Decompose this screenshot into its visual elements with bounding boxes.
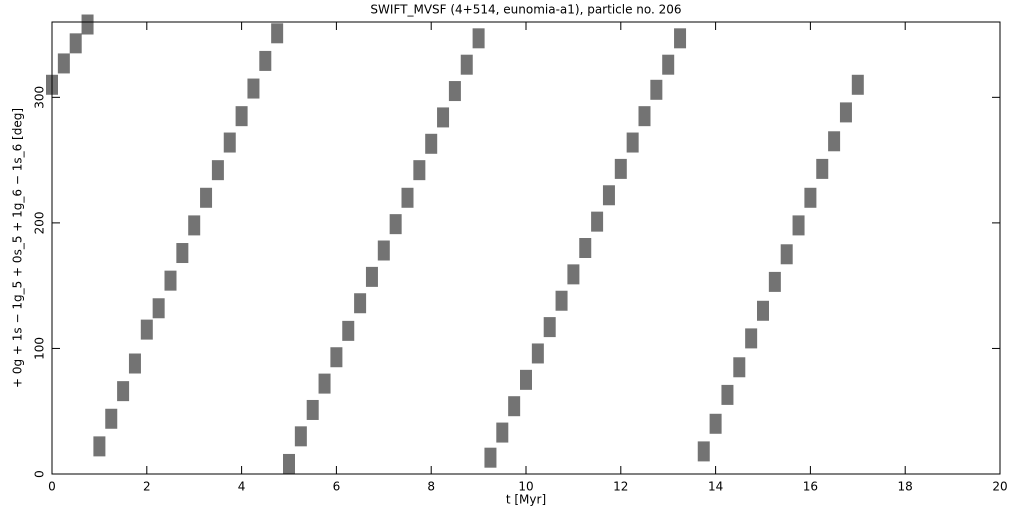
y-tick-label: 300 xyxy=(33,86,47,109)
scatter-band xyxy=(768,271,781,292)
scatter-band xyxy=(460,54,473,75)
x-tick-label: 18 xyxy=(898,480,913,494)
x-tick-label: 8 xyxy=(427,480,435,494)
x-tick-label: 0 xyxy=(48,480,56,494)
x-tick-label: 14 xyxy=(708,480,723,494)
scatter-band xyxy=(247,78,260,99)
scatter-band xyxy=(330,347,343,368)
scatter-band xyxy=(46,74,58,95)
scatter-band xyxy=(709,413,722,434)
scatter-band xyxy=(496,422,509,443)
scatter-band xyxy=(638,106,651,127)
scatter-band xyxy=(401,187,414,208)
scatter-band xyxy=(792,215,805,236)
x-axis-label: t [Myr] xyxy=(506,493,546,507)
chart-title: SWIFT_MVSF (4+514, eunomia-a1), particle… xyxy=(370,3,681,17)
scatter-band xyxy=(294,426,307,447)
scatter-band xyxy=(626,132,639,153)
scatter-band xyxy=(81,14,94,35)
scatter-band xyxy=(211,160,224,181)
scatter-band xyxy=(235,106,248,127)
scatter-band xyxy=(721,384,734,405)
scatter-band xyxy=(543,317,556,338)
x-tick-label: 16 xyxy=(803,480,818,494)
scatter-band xyxy=(839,102,852,123)
scatter-band xyxy=(306,399,319,420)
scatter-band xyxy=(484,447,497,468)
x-tick-label: 2 xyxy=(143,480,151,494)
x-tick-label: 20 xyxy=(992,480,1007,494)
scatter-band xyxy=(128,353,141,374)
scatter-band xyxy=(377,240,390,261)
scatter-band xyxy=(555,290,568,311)
y-tick-label: 0 xyxy=(33,470,47,478)
y-tick-label: 100 xyxy=(33,337,47,360)
scatter-band xyxy=(508,396,521,417)
scatter-band xyxy=(425,133,438,154)
scatter-band xyxy=(152,298,165,319)
scatter-band xyxy=(69,33,82,54)
scatter-band xyxy=(674,28,687,49)
x-tick-label: 12 xyxy=(613,480,628,494)
x-tick-label: 10 xyxy=(518,480,533,494)
scatter-band xyxy=(591,211,604,232)
x-tick-label: 6 xyxy=(333,480,341,494)
x-tick-label: 4 xyxy=(238,480,246,494)
scatter-band xyxy=(662,54,675,75)
scatter-band xyxy=(93,436,106,457)
scatter-band xyxy=(733,357,746,378)
scatter-band xyxy=(354,293,367,314)
scatter-band xyxy=(105,408,118,429)
scatter-band xyxy=(804,187,817,208)
scatter-band xyxy=(650,79,663,100)
scatter-band xyxy=(140,319,153,340)
scatter-band xyxy=(57,53,70,74)
scatter-band xyxy=(448,81,461,102)
scatter-band xyxy=(520,369,532,390)
scatter-band xyxy=(780,244,793,265)
scatter-band xyxy=(614,158,627,179)
scatter-band xyxy=(271,23,284,44)
scatter-band xyxy=(342,320,355,341)
y-axis-label: + 0g + 1s − 1g_5 + 0s_5 + 1g_6 − 1s_6 [d… xyxy=(11,108,25,388)
scatter-band xyxy=(223,132,236,153)
scatter-band xyxy=(176,243,189,264)
scatter-band xyxy=(472,28,485,49)
scatter-band xyxy=(117,381,130,402)
y-tick-label: 200 xyxy=(33,211,47,234)
scatter-band xyxy=(389,214,402,235)
scatter-band xyxy=(851,74,864,95)
scatter-band xyxy=(531,343,544,364)
scatter-band xyxy=(437,107,450,128)
scatter-band xyxy=(828,131,841,152)
scatter-band xyxy=(283,453,295,474)
scatter-band xyxy=(567,264,580,285)
scatter-band xyxy=(697,441,710,462)
scatter-band xyxy=(602,185,615,206)
scatter-band xyxy=(365,266,378,287)
scatter-band xyxy=(164,270,177,291)
scatter-band xyxy=(579,238,592,258)
scatter-band xyxy=(259,50,272,71)
scatter-band xyxy=(200,187,213,208)
scatter-band xyxy=(757,300,769,321)
scatter-band xyxy=(816,158,829,179)
scatter-band xyxy=(745,328,758,349)
scatter-band xyxy=(188,215,201,236)
scatter-band xyxy=(413,160,426,181)
scatter-band xyxy=(318,373,331,394)
